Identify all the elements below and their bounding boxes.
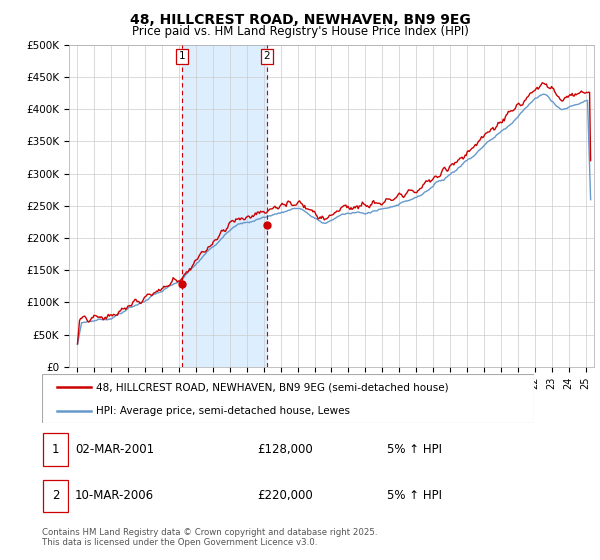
Text: 1: 1 xyxy=(52,443,59,456)
Text: £220,000: £220,000 xyxy=(257,489,313,502)
Text: 5% ↑ HPI: 5% ↑ HPI xyxy=(387,443,442,456)
Text: 1: 1 xyxy=(179,52,185,61)
Text: 02-MAR-2001: 02-MAR-2001 xyxy=(75,443,154,456)
Text: £128,000: £128,000 xyxy=(257,443,313,456)
Text: 48, HILLCREST ROAD, NEWHAVEN, BN9 9EG: 48, HILLCREST ROAD, NEWHAVEN, BN9 9EG xyxy=(130,13,470,27)
Text: 48, HILLCREST ROAD, NEWHAVEN, BN9 9EG (semi-detached house): 48, HILLCREST ROAD, NEWHAVEN, BN9 9EG (s… xyxy=(96,382,449,393)
Text: Contains HM Land Registry data © Crown copyright and database right 2025.
This d: Contains HM Land Registry data © Crown c… xyxy=(42,528,377,547)
Text: Price paid vs. HM Land Registry's House Price Index (HPI): Price paid vs. HM Land Registry's House … xyxy=(131,25,469,38)
Bar xyxy=(182,45,267,367)
Text: 2: 2 xyxy=(52,489,59,502)
Text: 2: 2 xyxy=(263,52,270,61)
Text: 10-MAR-2006: 10-MAR-2006 xyxy=(75,489,154,502)
Text: HPI: Average price, semi-detached house, Lewes: HPI: Average price, semi-detached house,… xyxy=(96,406,350,416)
Text: 5% ↑ HPI: 5% ↑ HPI xyxy=(387,489,442,502)
